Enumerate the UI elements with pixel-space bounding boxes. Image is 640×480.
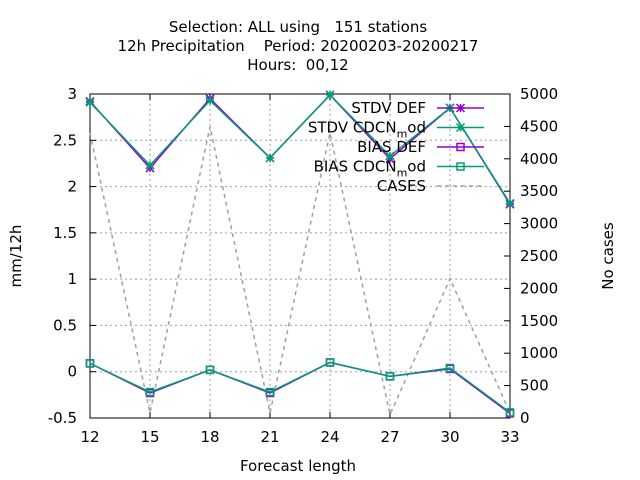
y2-tick-label: 2500 (520, 247, 558, 265)
data-point (445, 363, 455, 373)
x-tick-label: 33 (500, 428, 519, 446)
legend-label: BIAS DEF (357, 138, 426, 156)
y2-tick-label: 4000 (520, 150, 558, 168)
legend-label: STDV CDCNmod (308, 119, 426, 141)
y-tick-label: 0 (67, 363, 77, 381)
y2-tick-label: 5000 (520, 85, 558, 103)
title-line-3: Hours: 00,12 (247, 56, 348, 74)
data-point (265, 387, 275, 397)
data-point (205, 365, 215, 375)
chart-title: Selection: ALL using 151 stations 12h Pr… (118, 18, 479, 74)
grid (90, 94, 510, 418)
y2-tick-label: 4500 (520, 117, 558, 135)
y-axis-label: mm/12h (7, 225, 25, 288)
x-tick-label: 24 (320, 428, 339, 446)
series-line (89, 361, 511, 414)
y-tick-label: 3 (67, 85, 77, 103)
data-point (385, 372, 395, 381)
data-point (325, 358, 335, 367)
data-point (205, 95, 215, 106)
legend-marker (455, 103, 466, 113)
y2-tick-label: 3500 (520, 182, 558, 200)
data-point (145, 160, 155, 170)
title-line-2: 12h Precipitation Period: 20200203-20200… (118, 37, 479, 55)
x-tick-label: 15 (140, 428, 159, 446)
y-tick-label: 1.5 (53, 224, 77, 242)
data-point (265, 153, 275, 163)
y-tick-label: 0.5 (53, 316, 77, 334)
series-stdv-cdcnmod (85, 90, 515, 208)
title-line-1: Selection: ALL using 151 stations (169, 18, 428, 36)
series-bias-cdcnmod (85, 358, 515, 417)
data-point (145, 387, 155, 397)
series-cases (89, 126, 511, 418)
data-point (85, 359, 95, 368)
legend-label: CASES (377, 177, 426, 195)
legend-marker (456, 162, 465, 171)
y2-tick-label: 1000 (520, 344, 558, 362)
y2-tick-label: 2000 (520, 279, 558, 297)
y2-tick-label: 0 (520, 409, 530, 427)
y2-axis-label: No cases (599, 222, 617, 290)
y-tick-label: 2 (67, 178, 77, 196)
x-tick-label: 21 (260, 428, 279, 446)
legend-label: BIAS CDCNmod (314, 158, 426, 180)
y-tick-label: 1 (67, 270, 77, 288)
ticks: 12 15 18 21 24 27 30 33-0.500.511.522.530500100… (48, 85, 558, 446)
data-point (325, 90, 335, 100)
legend-label: STDV DEF (351, 99, 426, 117)
data-point (505, 408, 515, 417)
series-line (89, 93, 511, 204)
y2-tick-label: 3000 (520, 215, 558, 233)
x-tick-label: 18 (200, 428, 219, 446)
data-point (385, 151, 395, 161)
legend-marker (456, 142, 465, 152)
x-axis-label: Forecast length (240, 457, 356, 475)
series-line (89, 126, 511, 418)
legend-marker (455, 122, 466, 133)
y2-tick-label: 1500 (520, 312, 558, 330)
x-tick-label: 27 (380, 428, 399, 446)
x-tick-label: 12 (80, 428, 99, 446)
y-tick-label: -0.5 (48, 409, 77, 427)
data-point (505, 198, 515, 208)
y-tick-label: 2.5 (53, 131, 77, 149)
x-tick-label: 30 (440, 428, 459, 446)
data-point (85, 97, 95, 107)
y2-tick-label: 500 (520, 377, 549, 395)
series-group (85, 90, 515, 418)
